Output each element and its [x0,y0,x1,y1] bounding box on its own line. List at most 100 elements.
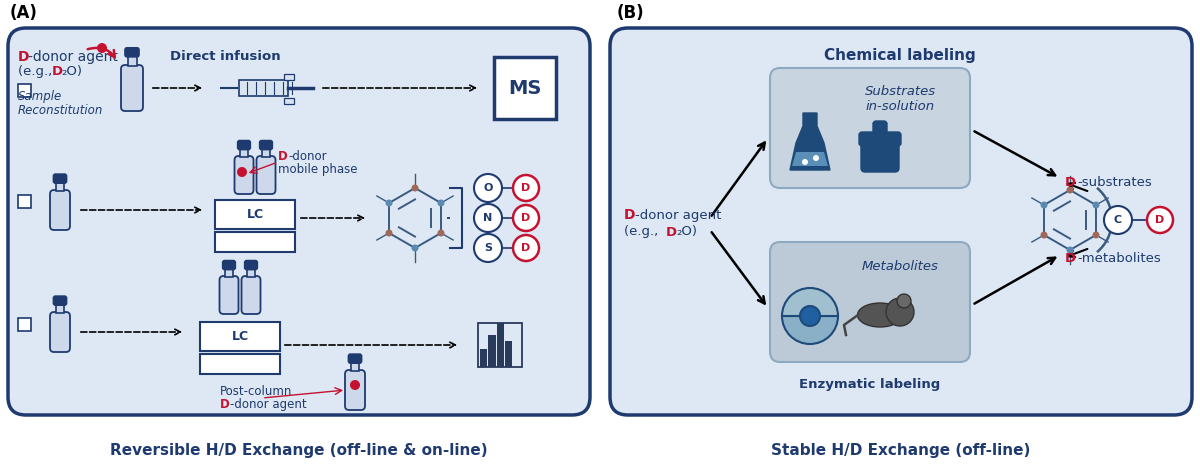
FancyBboxPatch shape [770,242,970,362]
FancyBboxPatch shape [50,312,70,352]
Bar [200,354,280,375]
Text: Post-column: Post-column [220,385,293,398]
FancyBboxPatch shape [54,296,66,305]
Text: Direct infusion: Direct infusion [169,50,281,63]
Circle shape [474,234,502,262]
Text: -donor agent: -donor agent [230,398,307,411]
FancyBboxPatch shape [234,156,253,194]
Text: D: D [666,226,677,239]
Text: ₂O): ₂O) [61,65,82,78]
Text: C: C [1114,215,1122,225]
Circle shape [514,205,539,231]
FancyBboxPatch shape [862,142,899,172]
Text: MS: MS [509,78,541,98]
Bar [494,57,556,119]
FancyBboxPatch shape [125,48,139,57]
Bar [240,149,248,157]
Text: D: D [1156,215,1165,225]
FancyBboxPatch shape [348,354,361,363]
Circle shape [438,229,444,236]
FancyBboxPatch shape [257,156,276,194]
Bar [497,323,504,367]
Text: S: S [484,243,492,253]
Text: D: D [521,183,530,193]
FancyBboxPatch shape [121,65,143,111]
Circle shape [474,174,502,202]
Bar [478,323,522,367]
FancyBboxPatch shape [770,68,970,188]
Bar [488,335,496,367]
Circle shape [886,298,914,326]
Text: -donor: -donor [288,150,326,163]
Bar [350,363,359,371]
Circle shape [350,380,360,390]
Circle shape [898,294,911,308]
Text: D: D [624,208,636,222]
Circle shape [438,199,444,206]
FancyBboxPatch shape [610,28,1192,415]
Text: LC: LC [232,330,248,343]
Text: in-solution: in-solution [865,100,935,113]
Circle shape [1067,187,1074,194]
Circle shape [1092,202,1099,209]
Polygon shape [790,113,830,170]
Text: (e.g.,: (e.g., [624,226,662,239]
Text: Substrates: Substrates [864,85,936,98]
Wedge shape [782,316,838,344]
FancyBboxPatch shape [223,261,235,270]
Circle shape [1040,232,1048,239]
Bar [56,305,64,313]
Text: -donor agent: -donor agent [635,209,721,221]
Circle shape [385,229,392,236]
Text: Chemical labeling: Chemical labeling [824,48,976,63]
Bar [18,195,31,208]
Text: -donor agent: -donor agent [28,50,118,64]
Circle shape [514,175,539,201]
Circle shape [385,199,392,206]
Text: N: N [484,213,493,223]
FancyBboxPatch shape [346,370,365,410]
Circle shape [1104,206,1132,234]
Bar [239,80,288,96]
Circle shape [800,306,820,326]
Text: -substrates: -substrates [1078,176,1152,189]
Bar [215,232,295,252]
Text: D: D [1066,176,1076,189]
Bar [247,269,254,277]
FancyBboxPatch shape [54,174,66,183]
FancyBboxPatch shape [241,276,260,314]
Text: Metabolites: Metabolites [862,260,938,273]
FancyBboxPatch shape [245,261,257,270]
Circle shape [238,167,247,177]
Bar [56,182,64,191]
Circle shape [474,204,502,232]
FancyBboxPatch shape [8,28,590,415]
Circle shape [1147,207,1174,233]
Text: ₂O): ₂O) [676,226,697,239]
Ellipse shape [858,303,902,327]
Wedge shape [782,288,838,316]
Bar [18,84,31,97]
Text: O: O [484,183,493,193]
Bar [284,98,294,104]
FancyBboxPatch shape [259,141,272,150]
Bar [226,269,233,277]
FancyBboxPatch shape [50,190,70,230]
Circle shape [1040,202,1048,209]
Text: D: D [1066,251,1076,265]
Bar [127,56,137,66]
Circle shape [1092,232,1099,239]
Bar [18,318,31,331]
Bar [284,74,294,80]
Text: Enzymatic labeling: Enzymatic labeling [799,378,941,391]
Text: (A): (A) [10,4,38,22]
Bar [505,341,512,367]
Text: Sample: Sample [18,90,62,103]
Circle shape [514,235,539,261]
Circle shape [412,244,419,251]
Text: D: D [52,65,64,78]
Circle shape [412,184,419,191]
Bar [200,322,280,351]
Text: (B): (B) [617,4,644,22]
Text: Reversible H/D Exchange (off-line & on-line): Reversible H/D Exchange (off-line & on-l… [110,442,488,457]
